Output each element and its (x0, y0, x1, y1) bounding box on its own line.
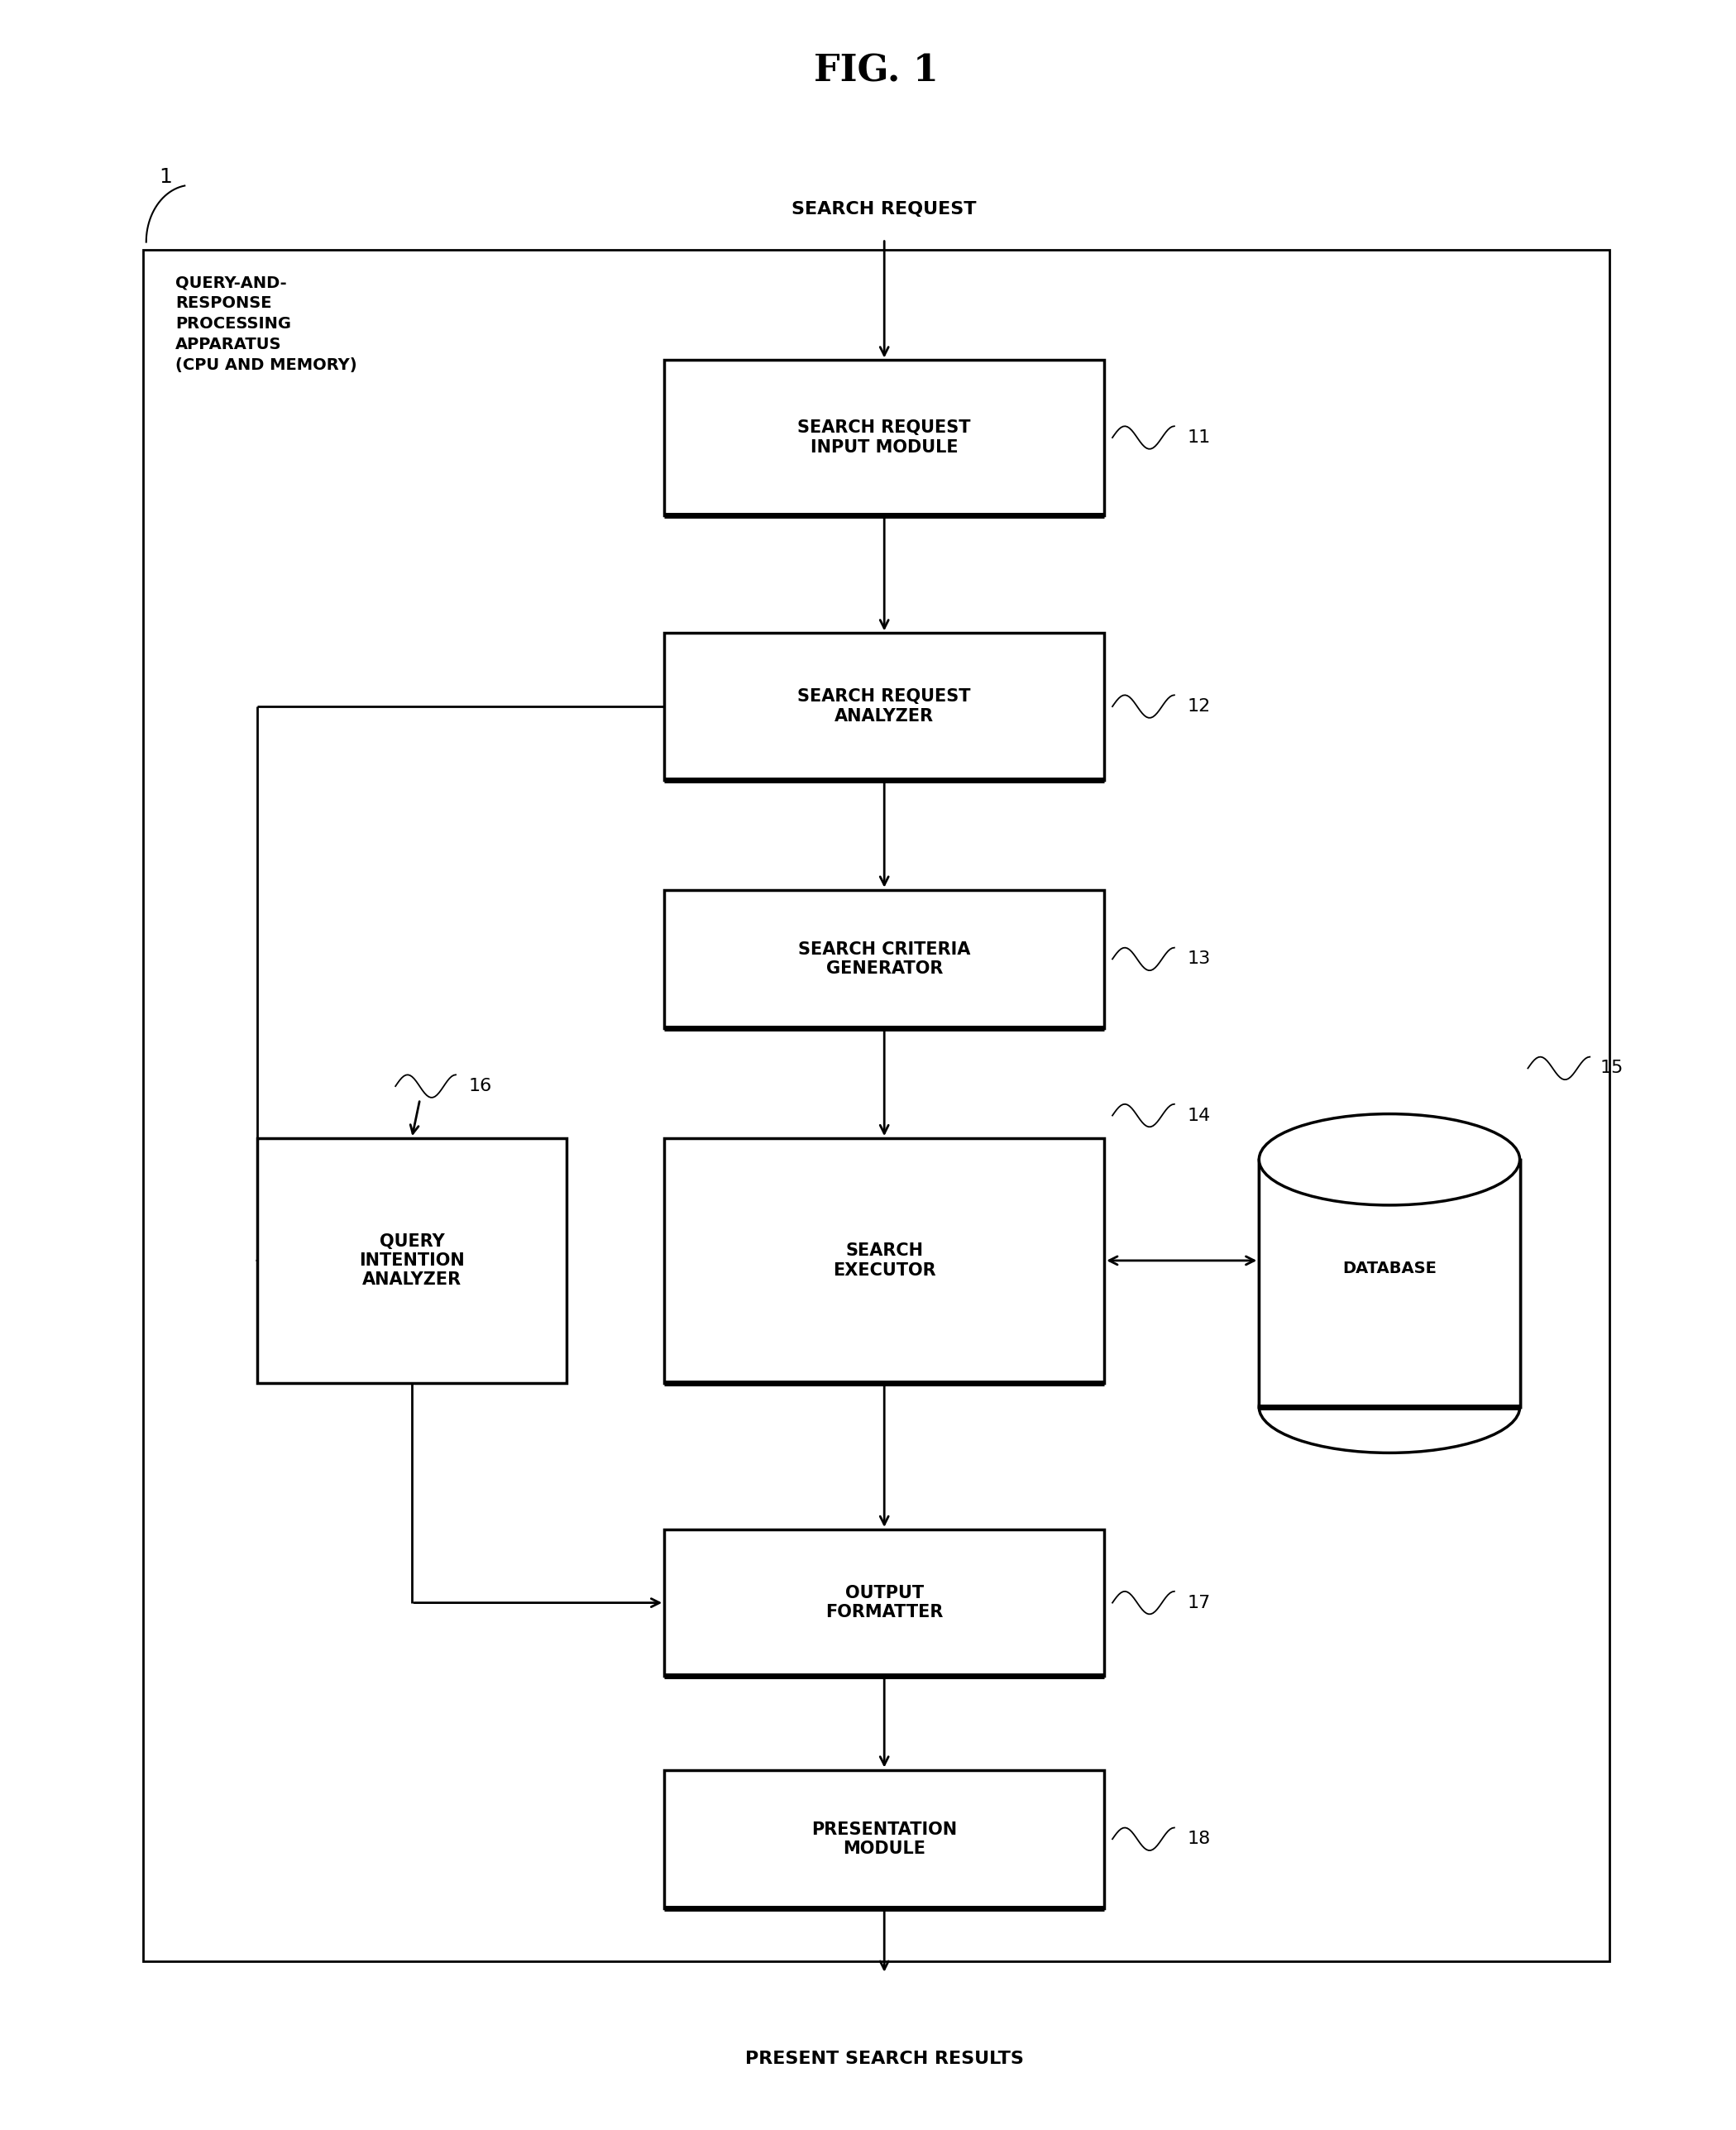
Text: QUERY
INTENTION
ANALYZER: QUERY INTENTION ANALYZER (359, 1233, 465, 1289)
Text: DATABASE: DATABASE (1342, 1261, 1436, 1276)
Text: 18: 18 (1187, 1832, 1210, 1847)
Bar (1259, 1159, 1519, 1408)
Text: 13: 13 (1187, 950, 1210, 967)
Bar (665, 1137, 1104, 1382)
Text: SEARCH REQUEST
ANALYZER: SEARCH REQUEST ANALYZER (797, 688, 970, 724)
Text: 15: 15 (1599, 1061, 1623, 1076)
Text: FIG. 1: FIG. 1 (814, 53, 939, 89)
Text: 11: 11 (1187, 430, 1210, 445)
Text: SEARCH REQUEST
INPUT MODULE: SEARCH REQUEST INPUT MODULE (797, 420, 970, 456)
Bar (665, 890, 1104, 1029)
Bar (665, 1770, 1104, 1908)
Text: SEARCH REQUEST: SEARCH REQUEST (792, 200, 977, 217)
Text: SEARCH CRITERIA
GENERATOR: SEARCH CRITERIA GENERATOR (799, 941, 970, 978)
Text: QUERY-AND-
RESPONSE
PROCESSING
APPARATUS
(CPU AND MEMORY): QUERY-AND- RESPONSE PROCESSING APPARATUS… (175, 275, 358, 373)
Text: 17: 17 (1187, 1595, 1210, 1610)
Bar (257, 1137, 566, 1382)
Text: OUTPUT
FORMATTER: OUTPUT FORMATTER (825, 1585, 943, 1621)
Text: 16: 16 (469, 1078, 493, 1095)
Bar (665, 633, 1104, 780)
Bar (665, 360, 1104, 515)
Bar (142, 249, 1609, 1962)
Text: 1: 1 (160, 166, 172, 187)
Text: PRESENTATION
MODULE: PRESENTATION MODULE (811, 1821, 957, 1857)
Text: PRESENT SEARCH RESULTS: PRESENT SEARCH RESULTS (745, 2051, 1024, 2068)
Ellipse shape (1259, 1361, 1519, 1453)
Bar (665, 1529, 1104, 1676)
Text: SEARCH
EXECUTOR: SEARCH EXECUTOR (833, 1242, 936, 1278)
Ellipse shape (1259, 1114, 1519, 1206)
Text: 12: 12 (1187, 699, 1210, 716)
Text: 14: 14 (1187, 1108, 1210, 1125)
